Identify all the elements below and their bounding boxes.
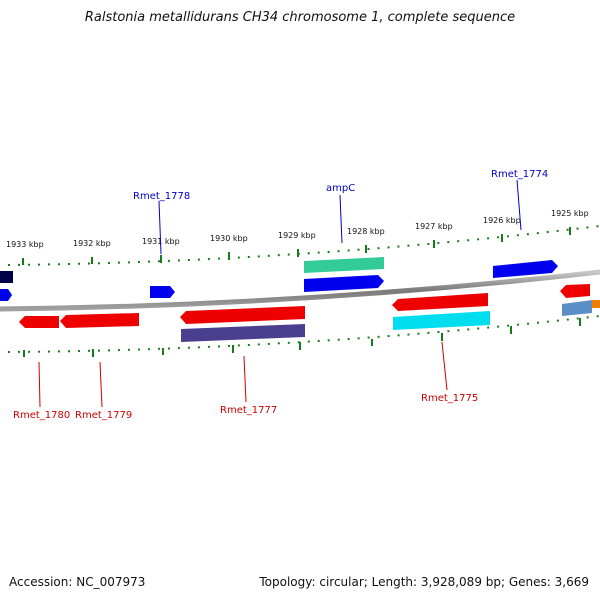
- upper-scale: [7, 225, 600, 266]
- gene-arrow[interactable]: [304, 275, 384, 292]
- gene-arrow[interactable]: [150, 286, 175, 298]
- scale-label: 1933 kbp: [6, 240, 44, 249]
- gene-arrow[interactable]: [180, 306, 305, 324]
- map-title: Ralstonia metallidurans CH34 chromosome …: [84, 10, 516, 25]
- gene-arrow[interactable]: [60, 313, 139, 328]
- scale-label: 1927 kbp: [415, 222, 453, 231]
- gene-label: Rmet_1780: [13, 410, 70, 421]
- scale-label: 1932 kbp: [73, 239, 111, 248]
- scale-label: 1928 kbp: [347, 227, 385, 236]
- forward-leaders: [158, 179, 522, 255]
- lower-scale: [7, 315, 600, 357]
- scale-label: 1929 kbp: [278, 231, 316, 240]
- scale-label: 1926 kbp: [483, 216, 521, 225]
- chromosome-backbone: [0, 269, 600, 312]
- gene-label: Rmet_1774: [491, 169, 548, 180]
- gene-label: ampC: [326, 183, 355, 194]
- reverse-leaders: [38, 341, 448, 408]
- gene-label: Rmet_1778: [133, 191, 190, 202]
- forward-features: [0, 257, 558, 301]
- gene-label: Rmet_1777: [220, 405, 277, 416]
- gene-arrow[interactable]: [392, 293, 488, 311]
- gene-arrow[interactable]: [592, 300, 600, 308]
- reverse-features: [19, 284, 600, 342]
- gene-arrow[interactable]: [19, 316, 59, 328]
- gene-arrow[interactable]: [0, 271, 13, 283]
- gene-arrow[interactable]: [560, 284, 590, 298]
- gene-label: Rmet_1779: [75, 410, 132, 421]
- gene-arrow[interactable]: [493, 260, 558, 278]
- scale-label: 1925 kbp: [551, 209, 589, 218]
- gene-arrow[interactable]: [181, 324, 305, 342]
- gene-arrow[interactable]: [393, 311, 490, 330]
- accession-text: Accession: NC_007973: [9, 575, 146, 589]
- scale-label: 1930 kbp: [210, 234, 248, 243]
- gene-arrow[interactable]: [304, 257, 384, 273]
- gene-label: Rmet_1775: [421, 393, 478, 404]
- summary-text: Topology: circular; Length: 3,928,089 bp…: [259, 575, 589, 589]
- gene-arrow[interactable]: [0, 289, 12, 301]
- gene-arrow[interactable]: [562, 300, 592, 316]
